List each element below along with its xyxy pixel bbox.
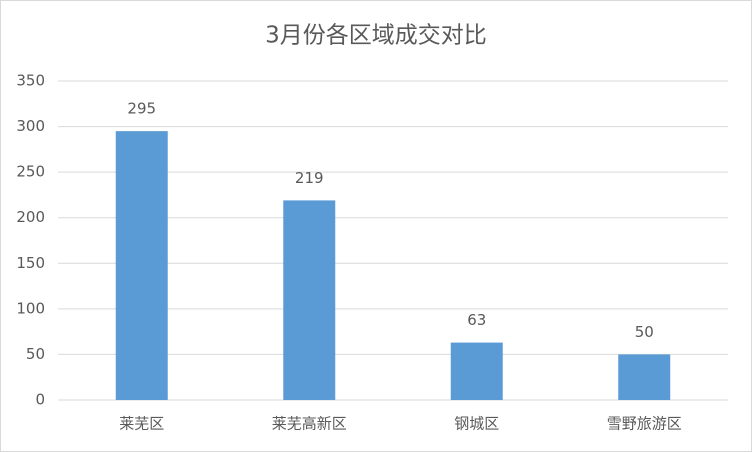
data-label: 63 bbox=[467, 311, 486, 329]
y-tick-label: 200 bbox=[16, 208, 45, 226]
y-tick-label: 300 bbox=[16, 117, 45, 135]
y-tick-label: 150 bbox=[16, 254, 45, 272]
bar bbox=[450, 342, 503, 400]
bar bbox=[618, 354, 671, 400]
x-tick-label: 雪野旅游区 bbox=[607, 415, 682, 433]
y-tick-label: 250 bbox=[16, 163, 45, 181]
y-tick-label: 0 bbox=[35, 391, 45, 409]
data-label: 50 bbox=[635, 323, 654, 341]
y-tick-label: 100 bbox=[16, 299, 45, 317]
data-label: 295 bbox=[127, 100, 156, 118]
y-tick-label: 50 bbox=[26, 345, 45, 363]
data-label: 219 bbox=[295, 169, 324, 187]
x-tick-label: 莱芜区 bbox=[119, 415, 164, 433]
x-tick-label: 莱芜高新区 bbox=[272, 415, 347, 433]
bar bbox=[115, 131, 168, 400]
bar bbox=[283, 200, 336, 400]
y-tick-label: 350 bbox=[16, 72, 45, 90]
x-tick-label: 钢城区 bbox=[454, 415, 499, 433]
chart-title: 3月份各区域成交对比 bbox=[265, 23, 487, 49]
